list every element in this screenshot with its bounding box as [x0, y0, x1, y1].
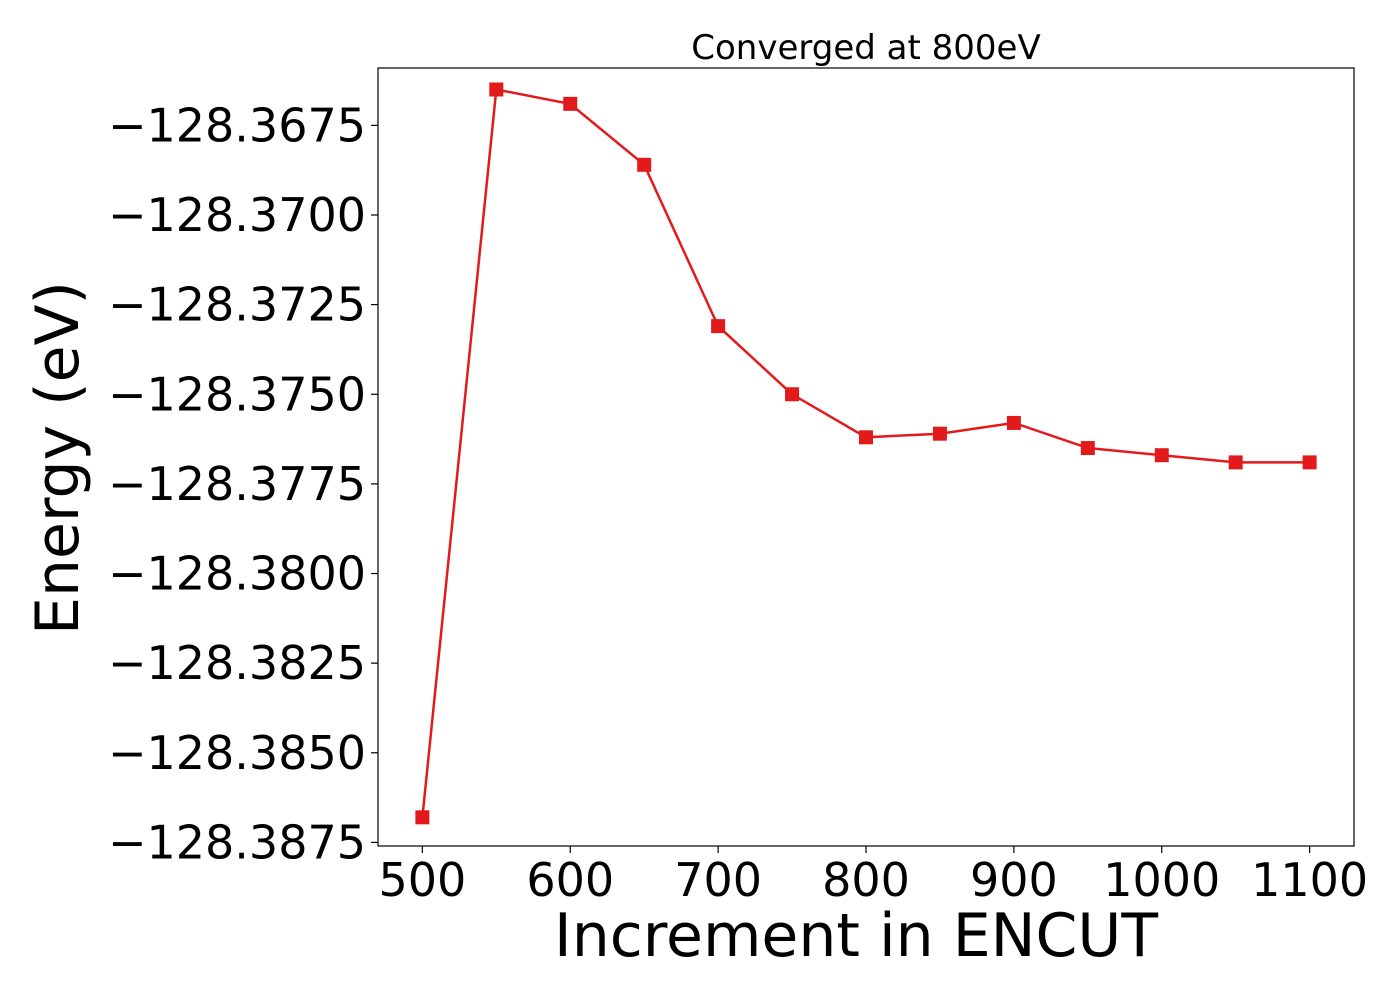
data-point — [415, 810, 430, 825]
data-point — [785, 387, 800, 402]
data-point — [1006, 415, 1021, 430]
y-tick-label: −128.3725 — [108, 278, 366, 332]
data-point — [637, 157, 652, 172]
chart-title: Converged at 800eV — [691, 28, 1040, 68]
data-point — [1302, 455, 1317, 470]
y-tick-label: −128.3775 — [108, 457, 366, 511]
y-tick-label: −128.3675 — [108, 98, 366, 152]
x-tick-label: 800 — [822, 853, 910, 907]
y-tick-label: −128.3800 — [108, 547, 366, 601]
x-tick-label: 500 — [378, 853, 466, 907]
y-tick-label: −128.3750 — [108, 367, 366, 421]
data-point — [1080, 441, 1095, 456]
data-point — [563, 96, 578, 111]
x-tick-label: 600 — [526, 853, 614, 907]
axis-ticks: 500 600 700 800 900 1000 1100 −128.3675 −128.370… — [108, 98, 1368, 907]
x-axis-label: Increment in ENCUT — [554, 901, 1158, 971]
data-point — [489, 82, 504, 97]
data-point — [711, 319, 726, 334]
plot-frame — [377, 67, 1355, 847]
data-point — [1228, 455, 1243, 470]
series-layer — [415, 82, 1317, 825]
y-tick-label: −128.3700 — [108, 188, 366, 242]
y-axis-label: Energy (eV) — [23, 281, 93, 635]
x-tick-label: 900 — [970, 853, 1058, 907]
y-tick-label: −128.3850 — [108, 726, 366, 780]
data-point — [1154, 448, 1169, 463]
x-tick-label: 1100 — [1251, 853, 1368, 907]
data-point — [859, 430, 873, 445]
y-tick-label: −128.3825 — [108, 636, 366, 690]
series-line — [421, 88, 1310, 818]
x-tick-label: 700 — [674, 853, 762, 907]
data-point — [932, 426, 947, 441]
y-tick-label: −128.3875 — [108, 815, 366, 869]
x-tick-label: 1000 — [1103, 853, 1220, 907]
